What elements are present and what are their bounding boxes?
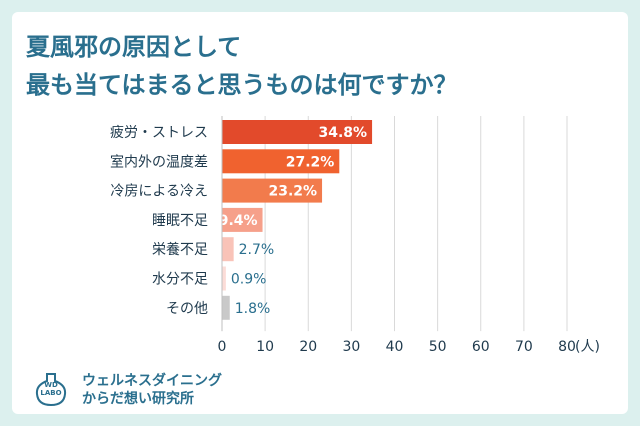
x-tick-label-6: 60 — [472, 339, 490, 355]
logo-text-line1: WD — [44, 381, 58, 389]
value-label-2: 23.2% — [268, 184, 317, 200]
value-label-1: 27.2% — [286, 154, 335, 170]
chart-title: 夏風邪の原因として 最も当てはまると思うものは何ですか？ — [26, 28, 616, 104]
bar-3 — [222, 207, 263, 232]
bar-2 — [222, 178, 323, 203]
x-tick-label-5: 50 — [429, 339, 447, 355]
chart-card — [12, 12, 628, 414]
category-label-3: 睡眠不足 — [152, 213, 208, 229]
chart-title-line2: 最も当てはまると思うものは何ですか？ — [26, 71, 458, 99]
x-tick-label-1: 10 — [256, 339, 274, 355]
bar-4 — [222, 237, 234, 262]
category-label-4: 栄養不足 — [152, 241, 208, 258]
x-tick-label-3: 30 — [342, 339, 360, 355]
value-label-4: 2.7% — [239, 242, 275, 258]
x-tick-label-2: 20 — [299, 339, 317, 355]
bar-6 — [222, 295, 230, 320]
brand-footer: WD LABO ウェルネスダイニング からだ想い研究所 — [30, 362, 330, 412]
x-tick-label-8: 80 — [558, 339, 576, 355]
brand-subtitle: からだ想い研究所 — [82, 391, 194, 407]
x-tick-label-0: 0 — [218, 339, 227, 355]
chart-title-line1: 夏風邪の原因として — [26, 33, 242, 61]
logo-text-line2: LABO — [40, 389, 62, 397]
value-label-6: 1.8% — [235, 301, 271, 317]
value-label-5: 0.9% — [231, 272, 267, 288]
category-label-6: その他 — [166, 301, 208, 317]
category-label-5: 水分不足 — [152, 272, 208, 288]
x-axis-unit: (人) — [575, 339, 600, 355]
bar-1 — [222, 149, 340, 174]
value-label-3: 9.4% — [219, 213, 258, 229]
bar-5 — [222, 266, 226, 291]
category-label-2: 冷房による冷え — [110, 184, 208, 200]
flask-logo-icon — [35, 373, 67, 406]
logo-text: WD LABO — [36, 381, 66, 397]
category-label-0: 疲労・ストレス — [110, 124, 208, 141]
x-tick-label-4: 40 — [386, 339, 404, 355]
value-label-0: 34.8% — [318, 125, 367, 141]
brand-name: ウェルネスダイニング — [82, 373, 222, 389]
x-tick-label-7: 70 — [515, 339, 533, 355]
bar-0 — [222, 120, 373, 144]
category-label-1: 室内外の温度差 — [110, 153, 208, 170]
